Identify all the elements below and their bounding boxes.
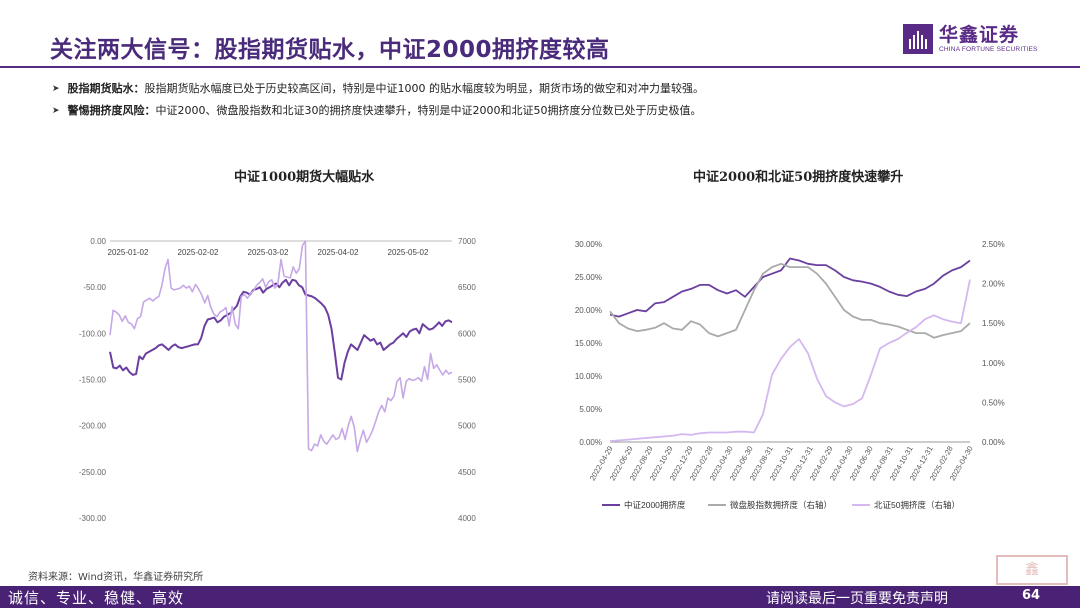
chart1-y-right-tick: 5000 — [458, 422, 476, 431]
chart1-y-left-tick: -100.00 — [79, 329, 107, 338]
chart2-y-left-tick: 10.00% — [575, 372, 602, 381]
header-rule — [0, 66, 1080, 68]
bullet-item: ➤ 股指期货贴水： 股指期货贴水幅度已处于历史较高区间，特别是中证1000 的贴… — [52, 78, 704, 100]
chart2-y-right-tick: 2.50% — [982, 240, 1005, 249]
footer-slogan: 诚信、专业、稳健、高效 — [8, 589, 185, 607]
chart2-y-right-tick: 1.00% — [982, 359, 1005, 368]
chart2-y-left-tick: 20.00% — [575, 306, 602, 315]
chart1-title: 中证1000期货大幅贴水 — [234, 170, 375, 185]
company-logo: 华鑫证券 CHINA FORTUNE SECURITIES — [903, 24, 1038, 54]
chart1-y-left-tick: -200.00 — [79, 422, 107, 431]
chart2-svg: 30.00% 25.00% 20.00% 15.00% 10.00% 5.00% 0.00%… — [575, 240, 1005, 510]
bullet-text: 股指期货贴水幅度已处于历史较高区间，特别是中证1000 的贴水幅度较为明显，期货… — [144, 82, 705, 95]
chart1-x-tick: 2025-02-02 — [178, 248, 219, 257]
seal-stamp: 鑫 — [996, 555, 1068, 585]
footer-disclaimer: 请阅读最后一页重要免责声明 — [766, 591, 948, 607]
bullet-label: 股指期货贴水： — [67, 82, 145, 95]
chart1-y-right-tick: 4500 — [458, 468, 476, 477]
chart2-y-left-tick: 30.00% — [575, 240, 602, 249]
chart1-y-left-tick: -250.00 — [79, 468, 107, 477]
page-title: 关注两大信号：股指期货贴水，中证2000拥挤度较高 — [50, 37, 610, 63]
chart1-y-left-tick: -50.00 — [83, 283, 106, 292]
footer-bar: 诚信、专业、稳健、高效 请阅读最后一页重要免责声明 64 — [0, 586, 1080, 608]
chart1-series-line — [109, 240, 453, 453]
chart1-y-right-tick: 6500 — [458, 283, 476, 292]
bullet-label: 警惕拥挤度风险： — [67, 104, 156, 117]
chart1-y-left-tick: -150.00 — [79, 376, 107, 385]
chart1-x-tick: 2025-04-02 — [318, 248, 359, 257]
bullet-list: ➤ 股指期货贴水： 股指期货贴水幅度已处于历史较高区间，特别是中证1000 的贴… — [52, 78, 704, 122]
chart1-y-right-tick: 5500 — [458, 376, 476, 385]
chart2-y-right-tick: 0.00% — [982, 438, 1005, 447]
chart2-y-right-tick: 0.50% — [982, 398, 1005, 407]
chart1-series-line — [109, 278, 453, 381]
chart2-y-right-tick: 1.50% — [982, 319, 1005, 328]
chart1-y-right-tick: 7000 — [458, 237, 476, 246]
chart1-svg: 0.00 -50.00 -100.00 -150.00 -200.00 -250.00 -3… — [79, 237, 476, 523]
chart1-y-right-tick: 6000 — [458, 329, 476, 338]
chart1-x-tick: 2025-05-02 — [388, 248, 429, 257]
logo-name-en: CHINA FORTUNE SECURITIES — [939, 45, 1038, 53]
source-note: 资料来源：Wind资讯，华鑫证券研究所 — [28, 572, 204, 583]
chart2-series-line — [609, 279, 971, 443]
logo-name-cn: 华鑫证券 — [939, 23, 1020, 46]
chart2-series-line — [609, 257, 971, 318]
logo-mark-icon — [903, 24, 933, 54]
bullet-arrow-icon: ➤ — [52, 106, 60, 116]
chart2-y-left-tick: 0.00% — [579, 438, 602, 447]
bullet-arrow-icon: ➤ — [52, 84, 60, 94]
chart2-y-left-tick: 15.00% — [575, 339, 602, 348]
chart2-y-left-tick: 25.00% — [575, 273, 602, 282]
chart1-x-tick: 2025-03-02 — [248, 248, 289, 257]
chart1-x-tick: 2025-01-02 — [108, 248, 149, 257]
chart2-y-right-tick: 2.00% — [982, 280, 1005, 289]
page-number: 64 — [1022, 588, 1041, 603]
chart2-legend-label: 微盘股指数拥挤度（右轴） — [730, 500, 832, 510]
chart2-legend-label: 北证50拥挤度（右轴） — [874, 500, 960, 510]
chart2-title: 中证2000和北证50拥挤度快速攀升 — [693, 170, 904, 185]
chart1-y-right-tick: 4000 — [458, 514, 476, 523]
chart1-y-left-tick: 0.00 — [90, 237, 106, 246]
bullet-item: ➤ 警惕拥挤度风险： 中证2000、微盘股指数和北证30的拥挤度快速攀升，特别是… — [52, 100, 704, 122]
chart2-legend-label: 中证2000拥挤度 — [624, 500, 686, 510]
chart1-y-left-tick: -300.00 — [79, 514, 107, 523]
chart2-y-left-tick: 5.00% — [579, 405, 602, 414]
bullet-text: 中证2000、微盘股指数和北证30的拥挤度快速攀升，特别是中证2000和北证50… — [155, 104, 702, 117]
